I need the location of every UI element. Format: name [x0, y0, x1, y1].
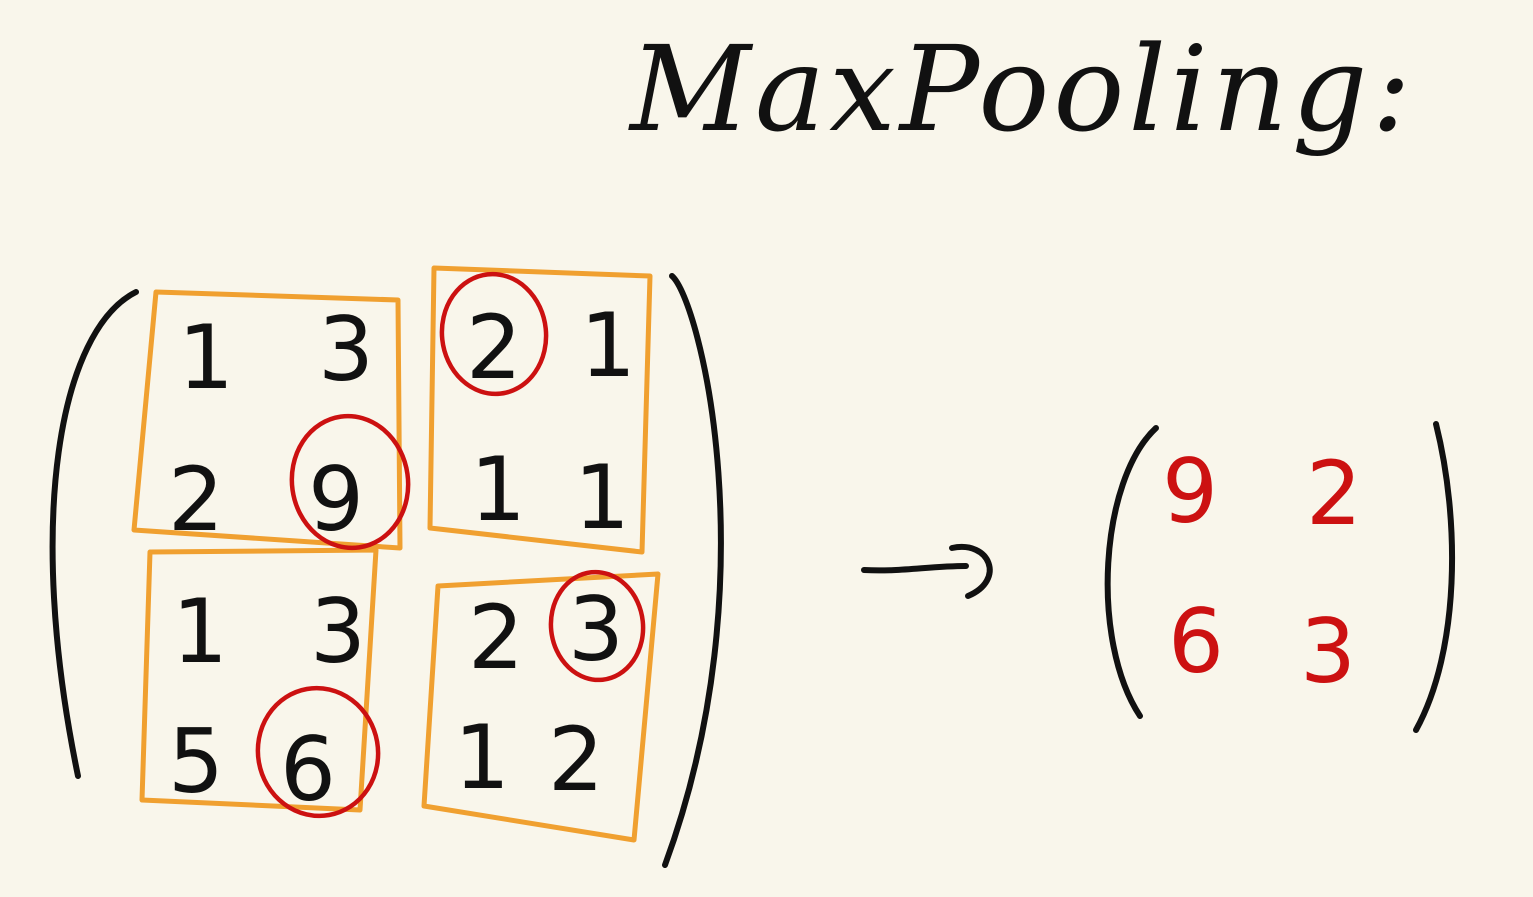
- max-circle-top-left: [289, 413, 411, 551]
- input-cell-bl-2: 5: [168, 710, 224, 813]
- input-cell-tr-3: 1: [574, 446, 630, 549]
- output-cell-3: 3: [1300, 600, 1356, 703]
- input-left-bracket: [49, 289, 139, 779]
- output-right-bracket: [1413, 421, 1456, 733]
- pool-box-bottom-right: [421, 571, 661, 843]
- input-right-bracket: [662, 273, 724, 868]
- input-cell-tl-1: 3: [318, 298, 374, 401]
- input-cell-br-0: 2: [468, 586, 524, 689]
- input-cell-tl-2: 2: [168, 448, 224, 551]
- input-cell-tr-1: 1: [580, 294, 636, 397]
- input-cell-tl-3: 9: [308, 448, 364, 551]
- input-cell-bl-0: 1: [172, 580, 228, 683]
- max-circle-top-right: [439, 271, 549, 397]
- input-cell-tr-0: 2: [466, 296, 522, 399]
- output-cell-1: 2: [1306, 442, 1362, 545]
- input-cell-tr-2: 1: [470, 438, 526, 541]
- arrow-shaft: [861, 563, 969, 574]
- pool-box-bottom-left: [139, 547, 379, 813]
- pool-box-top-left: [131, 289, 403, 551]
- input-cell-bl-1: 3: [310, 580, 366, 683]
- max-circle-bottom-right: [548, 569, 646, 683]
- input-cell-bl-3: 6: [280, 718, 336, 821]
- output-left-bracket: [1104, 425, 1159, 719]
- arrow-head: [949, 543, 993, 599]
- input-cell-tl-0: 1: [178, 306, 234, 409]
- title: MaxPooling:: [628, 20, 1415, 158]
- input-cell-br-2: 1: [454, 706, 510, 809]
- input-cell-br-1: 3: [568, 578, 624, 681]
- input-cell-br-3: 2: [548, 708, 604, 811]
- output-cell-2: 6: [1168, 590, 1224, 693]
- max-circle-bottom-left: [255, 685, 381, 819]
- pool-box-top-right: [427, 265, 653, 555]
- output-cell-0: 9: [1162, 440, 1218, 543]
